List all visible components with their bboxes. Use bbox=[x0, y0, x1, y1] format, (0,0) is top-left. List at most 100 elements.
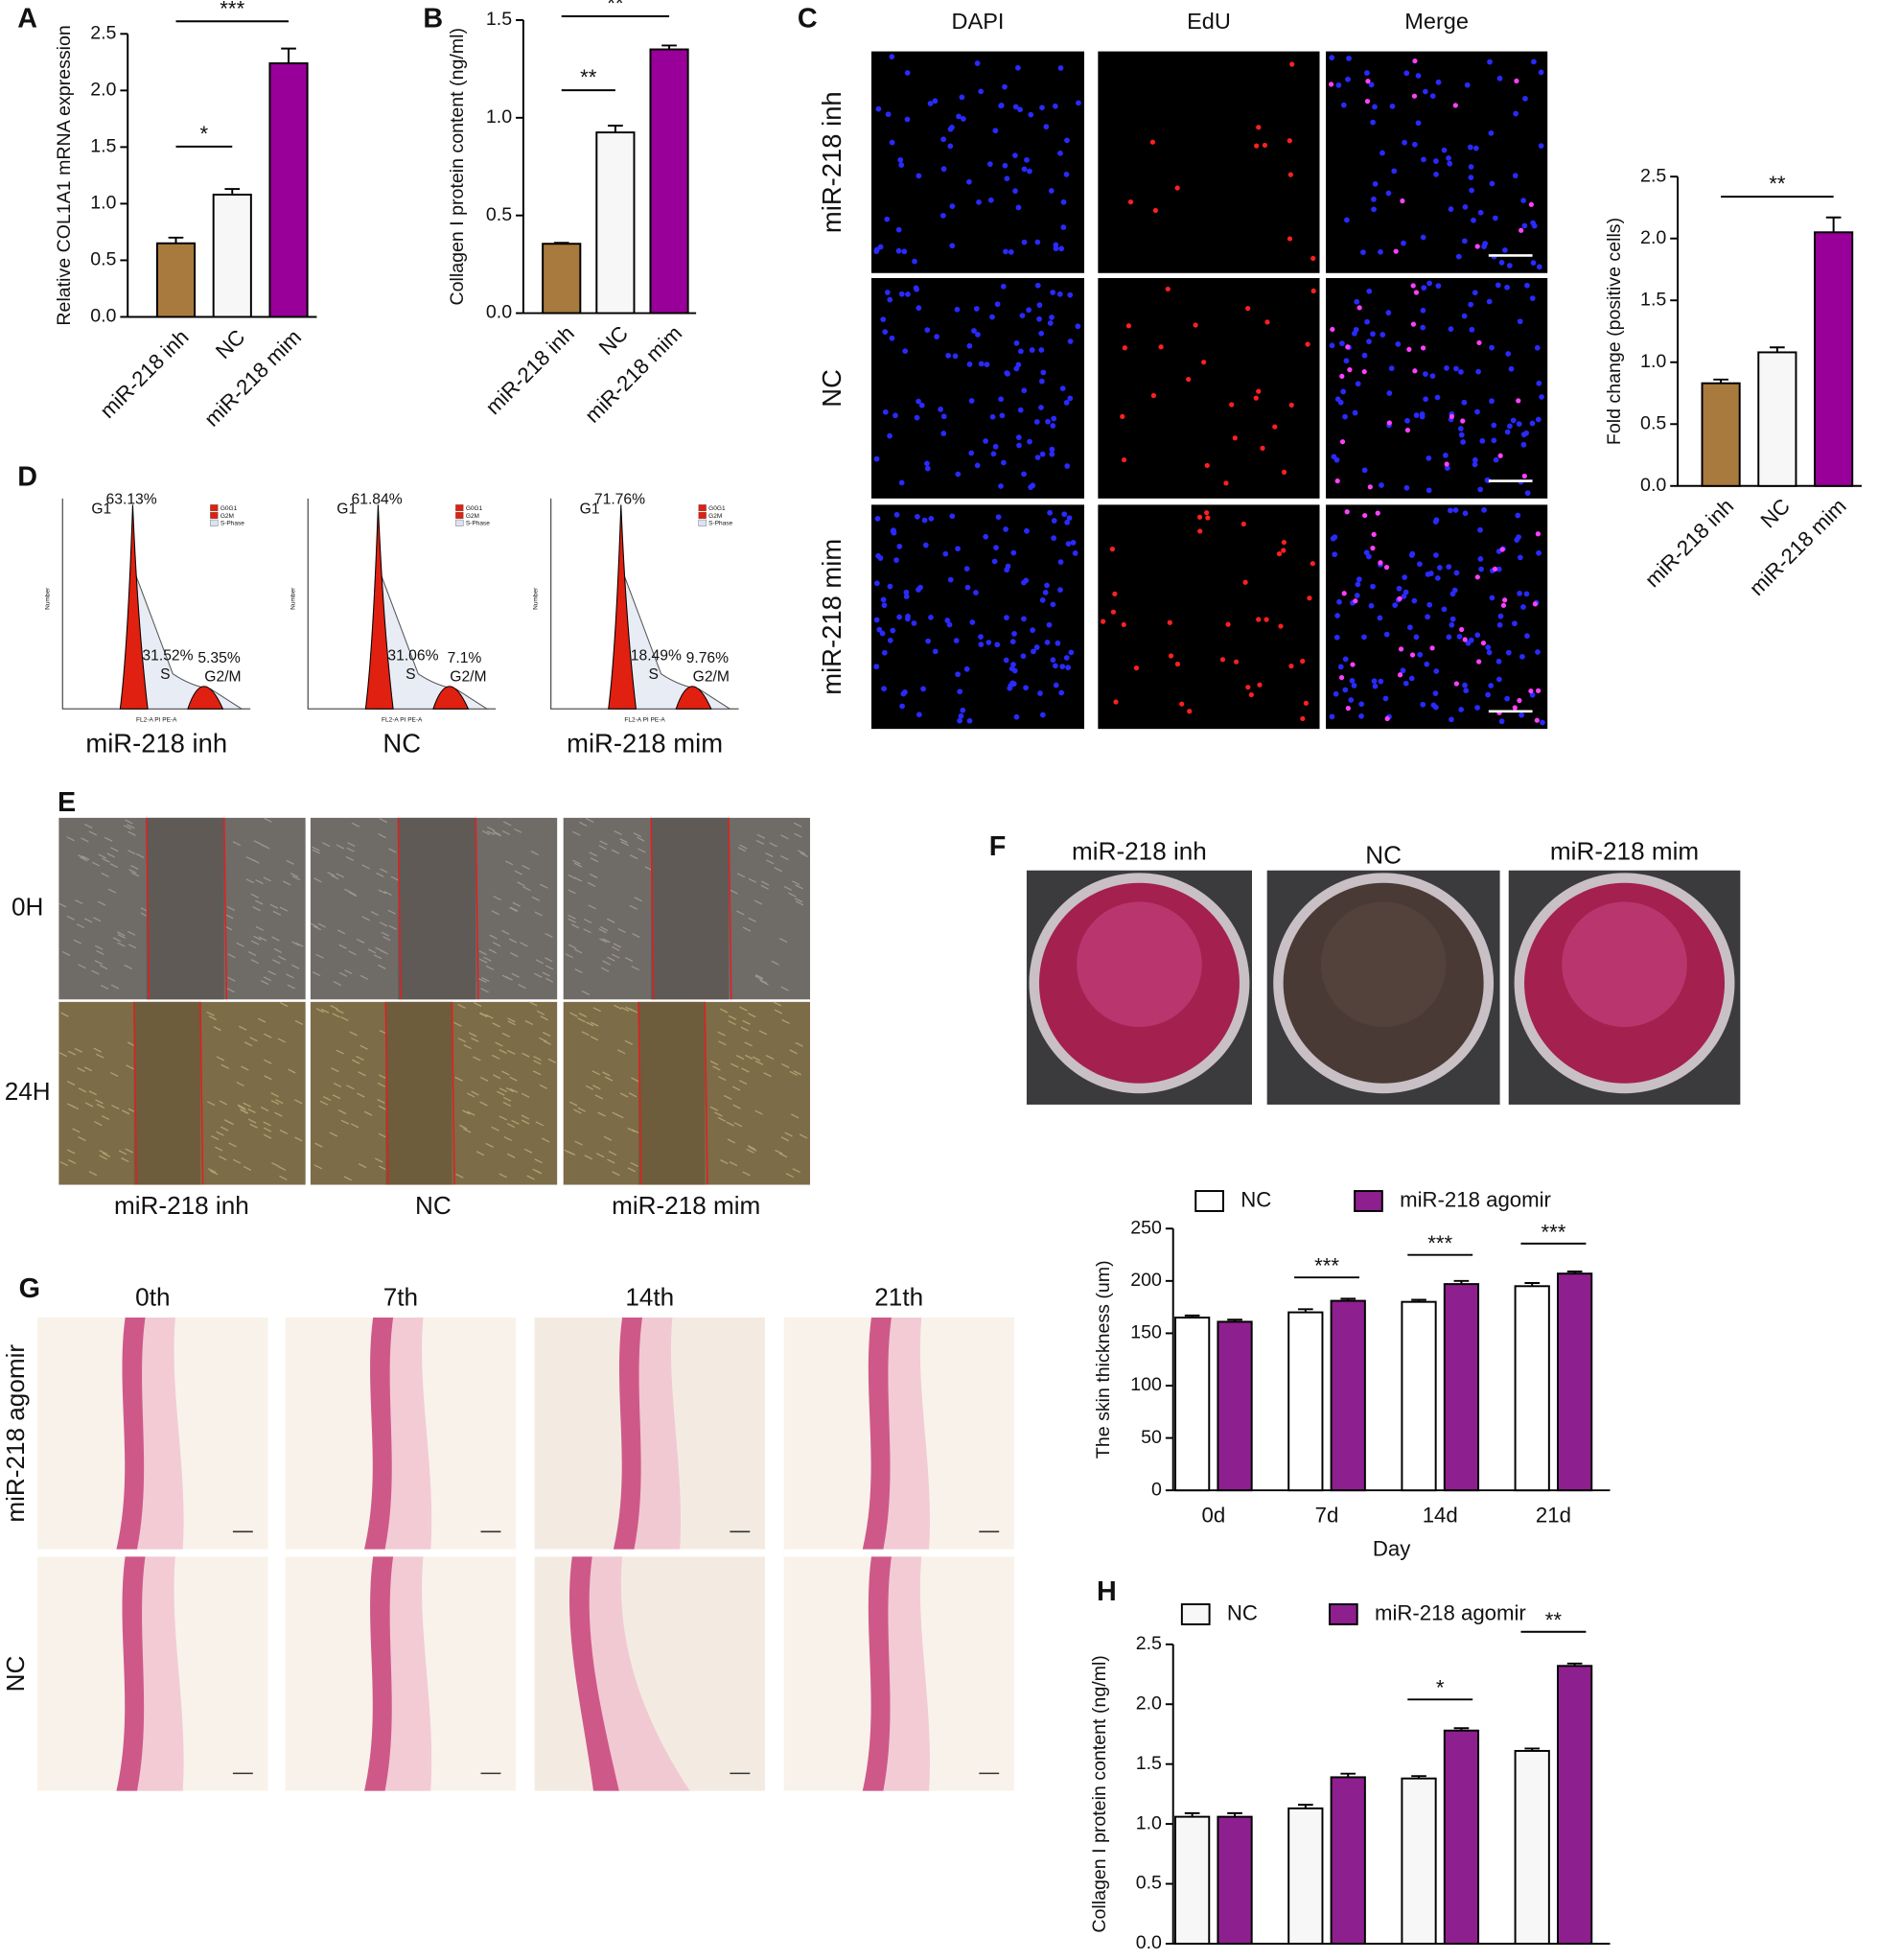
y-axis-label: Number bbox=[44, 587, 51, 610]
nucleus bbox=[1385, 310, 1392, 316]
fluorescence-image bbox=[870, 277, 1084, 499]
cell bbox=[730, 889, 738, 895]
nucleus bbox=[928, 614, 934, 620]
nucleus bbox=[990, 451, 997, 457]
cell bbox=[258, 936, 267, 942]
cell bbox=[584, 1155, 592, 1160]
legend-swatch bbox=[1180, 1603, 1211, 1625]
nucleus bbox=[898, 291, 905, 297]
y-tick-label: 1.0 bbox=[1136, 1812, 1162, 1833]
nucleus bbox=[1465, 640, 1472, 646]
nucleus bbox=[1038, 347, 1045, 353]
nucleus bbox=[902, 688, 908, 695]
nucleus bbox=[1036, 315, 1042, 322]
edu-spot bbox=[1187, 709, 1193, 714]
cell bbox=[590, 857, 599, 863]
edu-spot bbox=[1254, 143, 1260, 149]
edu-spot bbox=[1121, 621, 1126, 628]
edu-spot bbox=[1152, 207, 1158, 214]
nucleus bbox=[1048, 188, 1055, 194]
cell bbox=[387, 909, 396, 915]
edu-spot bbox=[1371, 531, 1377, 537]
nucleus bbox=[1076, 100, 1081, 106]
edu-spot bbox=[1193, 322, 1198, 328]
nucleus bbox=[1519, 712, 1524, 718]
nucleus bbox=[1403, 589, 1409, 595]
nucleus bbox=[1004, 615, 1009, 620]
cell bbox=[220, 1126, 229, 1132]
panel-letter: A bbox=[17, 4, 37, 35]
nucleus bbox=[983, 533, 989, 540]
cell bbox=[501, 1032, 511, 1038]
cell bbox=[747, 1013, 756, 1018]
cell bbox=[798, 850, 806, 855]
nucleus bbox=[1024, 527, 1030, 534]
cell bbox=[290, 964, 300, 969]
nucleus bbox=[1040, 369, 1047, 376]
x-tick-label: 0d bbox=[1201, 1503, 1225, 1527]
bar bbox=[212, 193, 252, 318]
nucleus bbox=[1524, 490, 1531, 497]
nucleus bbox=[1436, 565, 1443, 571]
g2m-peak bbox=[675, 686, 712, 710]
x-tick-label: 7d bbox=[1315, 1956, 1339, 1960]
legend-label: NC bbox=[1227, 1600, 1258, 1624]
nucleus bbox=[1474, 705, 1480, 711]
nucleus bbox=[998, 396, 1004, 403]
nucleus bbox=[928, 515, 935, 522]
edu-spot bbox=[1223, 480, 1229, 486]
nucleus bbox=[1420, 234, 1426, 241]
nucleus bbox=[1366, 338, 1372, 345]
nucleus bbox=[978, 634, 984, 640]
nucleus bbox=[927, 101, 934, 106]
nucleus bbox=[956, 113, 962, 120]
edu-spot bbox=[1476, 659, 1482, 665]
cell bbox=[279, 906, 289, 912]
nucleus bbox=[1441, 606, 1448, 613]
edu-spot bbox=[1240, 521, 1246, 527]
nucleus bbox=[1351, 683, 1357, 688]
cell bbox=[795, 900, 804, 906]
cell bbox=[247, 950, 257, 957]
nucleus bbox=[1477, 526, 1483, 533]
nucleus bbox=[1496, 75, 1503, 82]
cell bbox=[627, 1167, 637, 1173]
nucleus bbox=[1498, 718, 1505, 725]
nucleus bbox=[1378, 678, 1384, 685]
epidermis bbox=[364, 1556, 394, 1791]
cell bbox=[502, 1096, 512, 1102]
nucleus bbox=[1012, 104, 1019, 110]
edu-spot bbox=[1257, 682, 1263, 688]
edu-spot bbox=[1502, 597, 1508, 603]
nucleus bbox=[989, 413, 996, 420]
error-bar bbox=[1297, 1804, 1313, 1808]
nucleus bbox=[893, 412, 898, 419]
cell bbox=[104, 836, 113, 842]
well-label: miR-218 inh bbox=[1072, 836, 1207, 865]
edu-spot bbox=[1528, 201, 1534, 207]
x-tick-label: 0d bbox=[1201, 1956, 1225, 1960]
x-axis-label: Day bbox=[1373, 1537, 1411, 1561]
nucleus bbox=[957, 688, 963, 695]
nucleus bbox=[1366, 553, 1372, 560]
cell bbox=[94, 1121, 103, 1127]
nucleus bbox=[1370, 583, 1376, 590]
cell bbox=[754, 1060, 764, 1065]
cell bbox=[586, 1021, 594, 1027]
edu-spot bbox=[1492, 566, 1498, 572]
nucleus bbox=[998, 103, 1005, 108]
cell bbox=[746, 1148, 754, 1154]
cell bbox=[295, 942, 304, 947]
nucleus bbox=[1044, 582, 1050, 589]
g1-label: G1 bbox=[91, 502, 111, 518]
x-tick-label: NC bbox=[1756, 494, 1795, 532]
significance-label: ** bbox=[1769, 172, 1786, 196]
nucleus bbox=[966, 362, 973, 367]
nucleus bbox=[946, 621, 953, 628]
nucleus bbox=[978, 642, 985, 647]
nucleus bbox=[1403, 484, 1410, 491]
edu-spot bbox=[1303, 700, 1310, 706]
nucleus bbox=[1415, 120, 1422, 127]
nucleus bbox=[1361, 352, 1368, 359]
nucleus bbox=[1333, 690, 1339, 697]
